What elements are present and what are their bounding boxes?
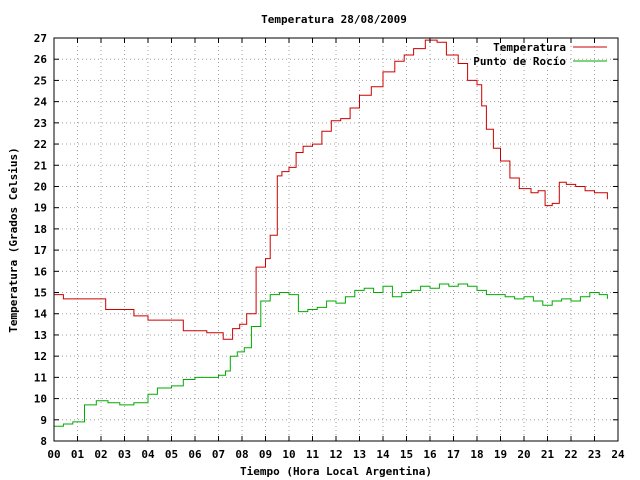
- x-tick-label: 24: [611, 448, 625, 461]
- y-tick-label: 12: [34, 350, 47, 363]
- x-tick-label: 21: [541, 448, 555, 461]
- y-tick-label: 9: [40, 414, 47, 427]
- y-tick-label: 8: [40, 435, 47, 448]
- series-line-0: [54, 39, 608, 340]
- y-tick-label: 20: [34, 180, 47, 193]
- y-tick-label: 13: [34, 329, 47, 342]
- y-tick-label: 19: [34, 202, 47, 215]
- y-tick-label: 16: [34, 265, 48, 278]
- y-tick-label: 15: [34, 287, 47, 300]
- x-tick-label: 07: [212, 448, 225, 461]
- series-line-1: [54, 283, 608, 427]
- x-tick-label: 03: [118, 448, 131, 461]
- x-tick-label: 19: [494, 448, 507, 461]
- x-tick-label: 10: [282, 448, 295, 461]
- x-tick-label: 04: [141, 448, 155, 461]
- y-tick-label: 23: [34, 117, 47, 130]
- legend-label: Temperatura: [493, 41, 566, 54]
- y-tick-label: 11: [34, 371, 48, 384]
- y-tick-label: 26: [34, 53, 48, 66]
- y-axis-ticks: 8 9 10 11 12 13 14 15 16 17 18 19 20 21 22 23 24 25 26 27: [34, 32, 618, 448]
- y-axis-title: Temperatura (Grados Celsius): [7, 147, 20, 332]
- y-tick-label: 14: [34, 308, 48, 321]
- chart-title: Temperatura 28/08/2009: [261, 13, 407, 26]
- x-tick-label: 05: [165, 448, 178, 461]
- x-tick-label: 14: [376, 448, 390, 461]
- x-tick-label: 13: [353, 448, 366, 461]
- y-tick-label: 17: [34, 244, 47, 257]
- y-tick-label: 21: [34, 159, 48, 172]
- x-tick-label: 00: [47, 448, 60, 461]
- y-tick-label: 27: [34, 32, 47, 45]
- x-tick-label: 17: [447, 448, 460, 461]
- y-tick-label: 18: [34, 223, 47, 236]
- legend-label: Punto de Rocío: [473, 55, 566, 68]
- x-tick-label: 16: [423, 448, 437, 461]
- x-tick-label: 08: [235, 448, 248, 461]
- y-tick-label: 25: [34, 74, 47, 87]
- x-tick-label: 18: [470, 448, 483, 461]
- x-tick-label: 06: [188, 448, 202, 461]
- y-tick-label: 24: [34, 96, 48, 109]
- x-tick-label: 15: [400, 448, 413, 461]
- x-tick-label: 01: [71, 448, 85, 461]
- x-tick-label: 22: [564, 448, 577, 461]
- y-tick-label: 10: [34, 393, 47, 406]
- x-axis-ticks: 00 01 02 03 04 05 06 07 08 09 10 11 12 13 14 15 16 17 18 19…: [47, 38, 625, 461]
- x-axis-title: Tiempo (Hora Local Argentina): [240, 465, 432, 478]
- x-tick-label: 20: [517, 448, 530, 461]
- y-tick-label: 22: [34, 138, 47, 151]
- series-layer: [54, 39, 608, 427]
- grid: [54, 38, 618, 441]
- x-tick-label: 23: [588, 448, 601, 461]
- x-tick-label: 02: [94, 448, 107, 461]
- x-tick-label: 11: [306, 448, 320, 461]
- x-tick-label: 12: [329, 448, 342, 461]
- x-tick-label: 09: [259, 448, 272, 461]
